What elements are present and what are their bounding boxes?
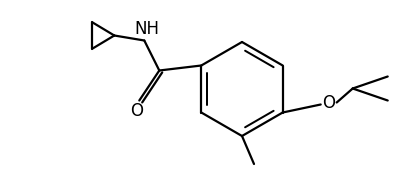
Text: O: O [130,102,143,120]
Text: NH: NH [135,19,160,37]
Text: O: O [322,94,335,112]
